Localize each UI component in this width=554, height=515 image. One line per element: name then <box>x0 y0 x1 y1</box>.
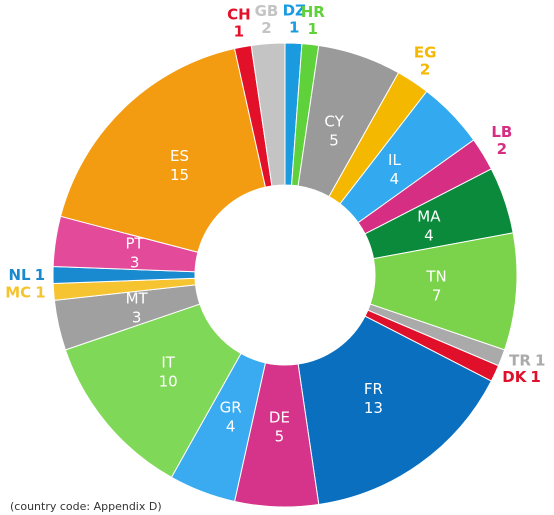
segment-label: LB <box>491 123 512 141</box>
segment-value: 1 <box>35 283 45 301</box>
segment-label: GB <box>255 2 279 20</box>
segment-value: 1 <box>308 20 318 38</box>
segment-label: EG <box>414 44 437 62</box>
segment-value: 5 <box>275 427 285 445</box>
segment-label: CH <box>227 6 251 24</box>
segment-label: FR <box>364 380 383 398</box>
segment-name: TR <box>509 351 531 369</box>
segment-value: 1 <box>530 367 540 385</box>
segment-label: GR <box>220 398 242 416</box>
segment-value: 5 <box>329 132 339 150</box>
segment-label: IL <box>388 151 401 169</box>
donut-segment <box>250 42 286 187</box>
segment-value: 15 <box>170 166 189 184</box>
segment-value: 3 <box>132 309 142 327</box>
segment-value: 1 <box>289 19 299 37</box>
segment-label: MC 1 <box>5 283 45 301</box>
segment-name: MC <box>5 283 31 301</box>
segment-label: ES <box>170 147 189 165</box>
segment-value: 10 <box>159 373 178 391</box>
segment-label: TN <box>425 268 446 286</box>
segment-value: 4 <box>226 417 236 435</box>
segment-value: 1 <box>35 266 45 284</box>
donut-segment <box>59 47 267 253</box>
segment-name: DK <box>502 367 527 385</box>
segment-label: CY <box>324 113 344 131</box>
segment-label: DZ <box>283 2 306 20</box>
segment-label: DK 1 <box>502 367 541 385</box>
segment-label: PT <box>126 234 145 252</box>
segment-value: 4 <box>424 226 434 244</box>
donut-segment <box>297 315 493 506</box>
segment-value: 4 <box>390 170 400 188</box>
segment-value: 1 <box>535 351 545 369</box>
segment-value: 2 <box>261 19 271 37</box>
segment-value: 13 <box>364 399 383 417</box>
segment-value: 2 <box>420 61 430 79</box>
segment-label: DE <box>269 408 290 426</box>
segment-label: NL 1 <box>8 266 45 284</box>
segment-label: HR <box>301 3 326 21</box>
segment-value: 1 <box>234 23 244 41</box>
segment-label: TR 1 <box>509 351 545 369</box>
segment-value: 2 <box>497 140 507 158</box>
donut-segment <box>64 303 242 478</box>
footnote: (country code: Appendix D) <box>10 500 162 513</box>
segment-label: MT <box>126 290 149 308</box>
segment-value: 3 <box>130 253 140 271</box>
segment-name: NL <box>8 266 31 284</box>
segment-value: 7 <box>432 287 442 305</box>
segment-label: IT <box>161 354 175 372</box>
segment-label: MA <box>417 207 441 225</box>
